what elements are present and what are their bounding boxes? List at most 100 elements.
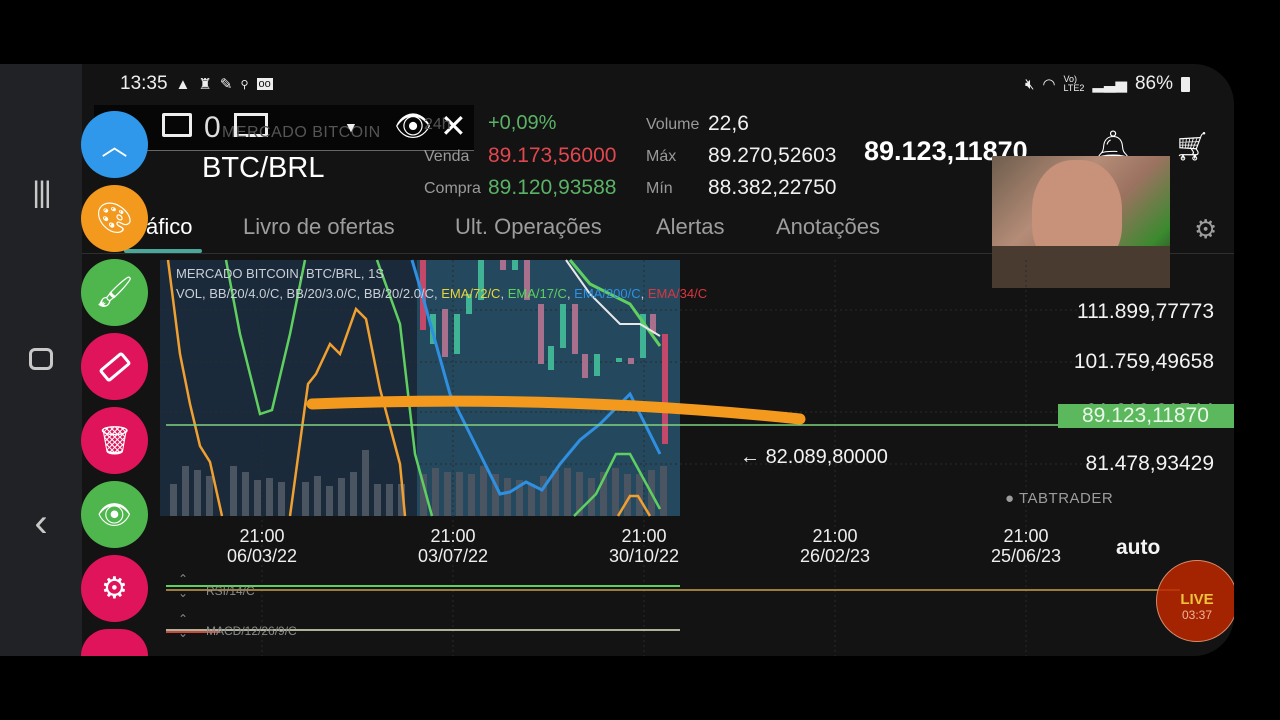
warning-icon: ▲ bbox=[175, 75, 191, 93]
brush-button[interactable]: 🖌︎ bbox=[81, 259, 148, 326]
keyhole-icon: ♜ bbox=[198, 76, 212, 93]
rsi-label[interactable]: RSI/14/C bbox=[206, 584, 255, 598]
mail-forward-icon[interactable] bbox=[234, 113, 268, 137]
app-screen: 13:35 ▲ ♜ ✎ ⚲ oo 🔇︎ ◠ Vo) LTE2 ▂▃▅ 86% 0 … bbox=[82, 64, 1234, 656]
system-nav-bar: ||| ‹ bbox=[0, 64, 82, 656]
webcam-shirt bbox=[992, 246, 1170, 288]
volte-lte2-icon: Vo) LTE2 bbox=[1063, 74, 1085, 93]
chart-settings-icon[interactable]: ⚙ bbox=[1194, 214, 1218, 244]
volume-label: Volume bbox=[646, 116, 700, 133]
pencil-icon: ✎ bbox=[219, 76, 233, 93]
x-axis-label: 21:00 30/10/22 bbox=[608, 526, 680, 566]
buy-label: Compra bbox=[424, 180, 481, 197]
x-axis-label: 21:00 26/02/23 bbox=[799, 526, 871, 566]
status-bar: 13:35 ▲ ♜ ✎ ⚲ oo 🔇︎ ◠ Vo) LTE2 ▂▃▅ 86% bbox=[82, 64, 1234, 104]
macd-expand-icon[interactable]: ⌃ ⌄ bbox=[178, 612, 189, 640]
gear-icon: ⚙ bbox=[101, 572, 128, 605]
chevron-up-icon: ︿ bbox=[101, 131, 128, 161]
high-label: Máx bbox=[646, 148, 677, 165]
live-label: LIVE bbox=[1180, 591, 1214, 608]
battery-icon bbox=[1181, 76, 1190, 92]
collapse-tools-button[interactable]: ︿ bbox=[81, 111, 148, 178]
legend-ema17: EMA/17/C bbox=[507, 286, 567, 301]
exchange-name: MERCADO BITCOIN bbox=[222, 124, 381, 141]
home-icon bbox=[29, 348, 53, 370]
clock: 13:35 bbox=[120, 73, 168, 94]
palette-button[interactable]: 🎨︎ bbox=[81, 185, 148, 252]
comment-icon[interactable] bbox=[162, 113, 192, 137]
back-icon: ‹ bbox=[34, 500, 48, 545]
webcam-overlay bbox=[992, 156, 1170, 288]
y-axis-label: 81.478,93429 bbox=[1085, 452, 1214, 475]
tab-alertas[interactable]: Alertas bbox=[656, 214, 725, 239]
live-badge[interactable]: LIVE 03:37 bbox=[1156, 560, 1234, 642]
sell-label: Venda bbox=[424, 148, 470, 165]
x-axis-label: 21:00 06/03/22 bbox=[226, 526, 298, 566]
trash-icon: 🗑︎ bbox=[96, 425, 133, 456]
eraser-icon bbox=[97, 350, 132, 383]
cart-plus-icon: 🛒︎ bbox=[1174, 130, 1210, 162]
chart-canvas bbox=[160, 259, 1180, 656]
hide-drawings-button[interactable]: 👁︎ bbox=[81, 481, 148, 548]
price-chart[interactable]: MERCADO BITCOIN, BTC/BRL, 1S VOL, BB/20/… bbox=[160, 254, 1234, 656]
tab-livro-de-ofertas[interactable]: Livro de ofertas bbox=[243, 214, 395, 239]
hand-drawn-line bbox=[306, 395, 806, 425]
chart-legend-title: MERCADO BITCOIN, BTC/BRL, 1S bbox=[176, 266, 385, 281]
y-axis-label: 101.759,49658 bbox=[1073, 350, 1214, 373]
x-axis-label: 21:00 25/06/23 bbox=[990, 526, 1062, 566]
palette-icon: 🎨︎ bbox=[95, 202, 134, 235]
legend-plain: VOL, BB/20/4.0/C, BB/20/3.0/C, BB/20/2.0… bbox=[176, 286, 442, 301]
add-order-button[interactable]: 🛒︎ bbox=[1174, 128, 1210, 164]
change-24h: +0,09% bbox=[488, 112, 557, 134]
current-price-value: 89.123,11870 bbox=[1082, 404, 1209, 427]
tab-grafico[interactable]: áfico bbox=[146, 214, 193, 239]
current-price-tag: 89.123,11870 bbox=[1058, 404, 1234, 428]
dropdown-icon[interactable]: ▼ bbox=[344, 119, 358, 135]
buy-price: 89.120,93588 bbox=[488, 176, 617, 199]
legend-ema72: EMA/72/C bbox=[441, 286, 501, 301]
usb-icon: ⚲ bbox=[240, 78, 249, 91]
x-axis-label: 21:00 03/07/22 bbox=[417, 526, 489, 566]
active-tab-indicator bbox=[124, 249, 202, 253]
live-timer: 03:37 bbox=[1181, 608, 1213, 622]
low-marker: ← 82.089,80000 bbox=[740, 446, 888, 468]
drawing-toolbar: 0 0 MERCADO BITCOIN ▼ 👁︎ ✕ bbox=[94, 105, 474, 151]
pair-name[interactable]: BTC/BRL bbox=[202, 152, 325, 184]
wifi-icon: ◠ bbox=[1042, 76, 1056, 93]
rsi-expand-icon[interactable]: ⌃ ⌄ bbox=[178, 572, 189, 600]
legend-ema34: EMA/34/C bbox=[647, 286, 708, 301]
market-header: 0 0 MERCADO BITCOIN ▼ 👁︎ ✕ BTC/BRL 24h +… bbox=[82, 104, 1234, 204]
back-button[interactable]: ‹ bbox=[22, 501, 60, 545]
recent-apps-icon: ||| bbox=[32, 176, 51, 209]
eye-off-icon: 👁︎ bbox=[96, 499, 133, 530]
low-label: Mín bbox=[646, 180, 673, 197]
home-button[interactable] bbox=[22, 340, 60, 378]
y-axis-label: 111.899,77773 bbox=[1076, 300, 1214, 323]
delete-button[interactable]: 🗑︎ bbox=[81, 407, 148, 474]
change-24h-label: 24h bbox=[424, 116, 451, 133]
low-value: 88.382,22750 bbox=[708, 176, 837, 199]
volume-value: 22,6 bbox=[708, 112, 749, 135]
recent-apps-button[interactable]: ||| bbox=[22, 174, 60, 212]
signal-icon: ▂▃▅ bbox=[1092, 76, 1127, 93]
close-icon[interactable]: ✕ bbox=[440, 108, 467, 144]
mute-icon: 🔇︎ bbox=[1024, 75, 1035, 93]
more-tools-button[interactable] bbox=[81, 629, 148, 656]
brush-icon: 🖌︎ bbox=[95, 276, 134, 309]
tool-settings-button[interactable]: ⚙ bbox=[81, 555, 148, 622]
low-marker-value: 82.089,80000 bbox=[765, 446, 888, 468]
watermark-text: TABTRADER bbox=[1018, 490, 1114, 507]
chart-legend-indicators[interactable]: VOL, BB/20/4.0/C, BB/20/3.0/C, BB/20/2.0… bbox=[176, 286, 708, 301]
battery-percent: 86% bbox=[1134, 73, 1173, 94]
scale-auto-button[interactable]: auto bbox=[1116, 536, 1161, 559]
tab-ult-operacoes[interactable]: Ult. Operações bbox=[455, 214, 602, 239]
macd-label[interactable]: MACD/12/26/9/C bbox=[206, 624, 297, 638]
high-value: 89.270,52603 bbox=[708, 144, 837, 167]
sell-price: 89.173,56000 bbox=[488, 144, 617, 167]
tab-bar: áfico Livro de ofertas Ult. Operações Al… bbox=[82, 204, 1234, 254]
eye-icon[interactable]: 👁︎ bbox=[394, 110, 433, 143]
messages-count: 0 bbox=[204, 110, 221, 144]
tabtrader-watermark: ● TABTRADER bbox=[1005, 490, 1114, 507]
tab-anotacoes[interactable]: Anotações bbox=[776, 214, 880, 239]
eraser-button[interactable] bbox=[81, 333, 148, 400]
